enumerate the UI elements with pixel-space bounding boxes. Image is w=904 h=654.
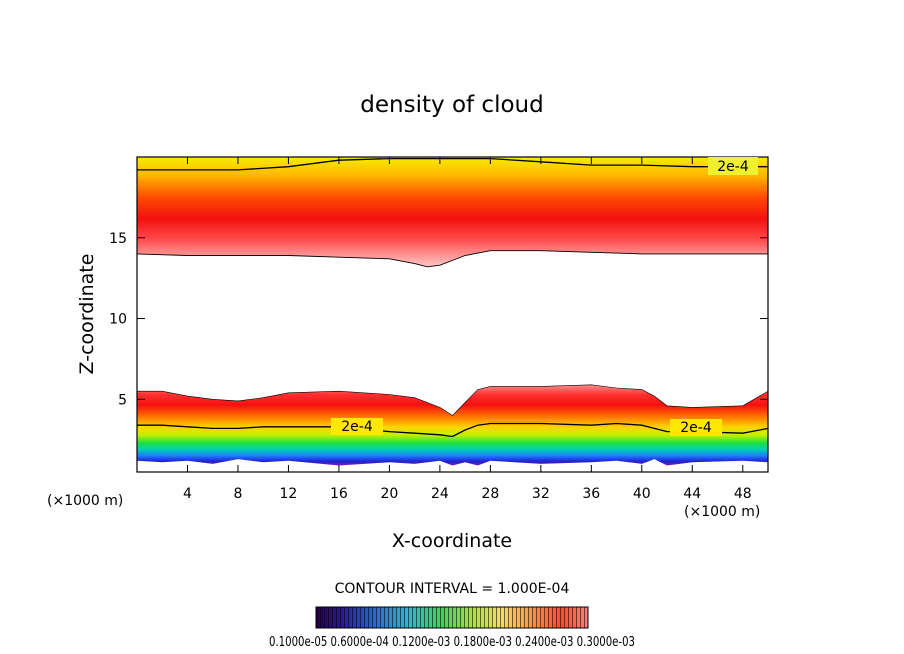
lower-band-top-edge bbox=[137, 384, 768, 416]
x-tick-label: 28 bbox=[481, 486, 499, 502]
y-tick-label: 15 bbox=[109, 231, 127, 247]
contour-label-lower-left: 2e-4 bbox=[341, 419, 373, 435]
colorbar-frame bbox=[315, 606, 589, 629]
x-unit-label-right: (×1000 m) bbox=[684, 504, 760, 520]
x-tick-label: 48 bbox=[734, 486, 752, 502]
contour-label-lower-right: 2e-4 bbox=[680, 420, 712, 436]
lower-cloud-band bbox=[137, 384, 768, 466]
x-tick-label: 32 bbox=[532, 486, 550, 502]
contour-label-bg-lower-left bbox=[331, 418, 383, 435]
x-tick-label: 8 bbox=[233, 486, 242, 502]
contour-interval-text: CONTOUR INTERVAL = 1.000E-04 bbox=[335, 581, 570, 597]
colorbar-labels: 0.1000e-05 0.6000e-04 0.1200e-03 0.1800e… bbox=[269, 635, 635, 650]
x-tick-label: 12 bbox=[280, 486, 298, 502]
x-tick-label: 4 bbox=[183, 486, 192, 502]
x-axis-label: X-coordinate bbox=[392, 530, 512, 552]
x-tick-label: 16 bbox=[330, 486, 348, 502]
x-tick-label: 36 bbox=[582, 486, 600, 502]
y-axis-label: Z-coordinate bbox=[76, 254, 98, 375]
x-tick-label: 24 bbox=[431, 486, 449, 502]
y-tick-label: 5 bbox=[118, 392, 127, 408]
x-tick-label: 40 bbox=[633, 486, 651, 502]
chart-title: density of cloud bbox=[360, 92, 543, 118]
contour-label-bg-upper bbox=[708, 157, 758, 175]
plot-frame bbox=[136, 156, 769, 473]
y-tick-label: 10 bbox=[109, 312, 127, 328]
lower-contour-line bbox=[137, 422, 768, 438]
x-tick-label: 20 bbox=[380, 486, 398, 502]
upper-band-lower-edge bbox=[137, 250, 768, 268]
colorbar-lines bbox=[316, 607, 588, 628]
contour-label-upper: 2e-4 bbox=[717, 159, 749, 175]
plot-area bbox=[137, 157, 768, 466]
colorbar bbox=[315, 606, 589, 629]
x-tick-label: 44 bbox=[683, 486, 701, 502]
x-unit-label-left: (×1000 m) bbox=[47, 493, 123, 509]
contour-label-bg-lower-right bbox=[670, 419, 722, 436]
upper-cloud-band bbox=[137, 157, 768, 267]
